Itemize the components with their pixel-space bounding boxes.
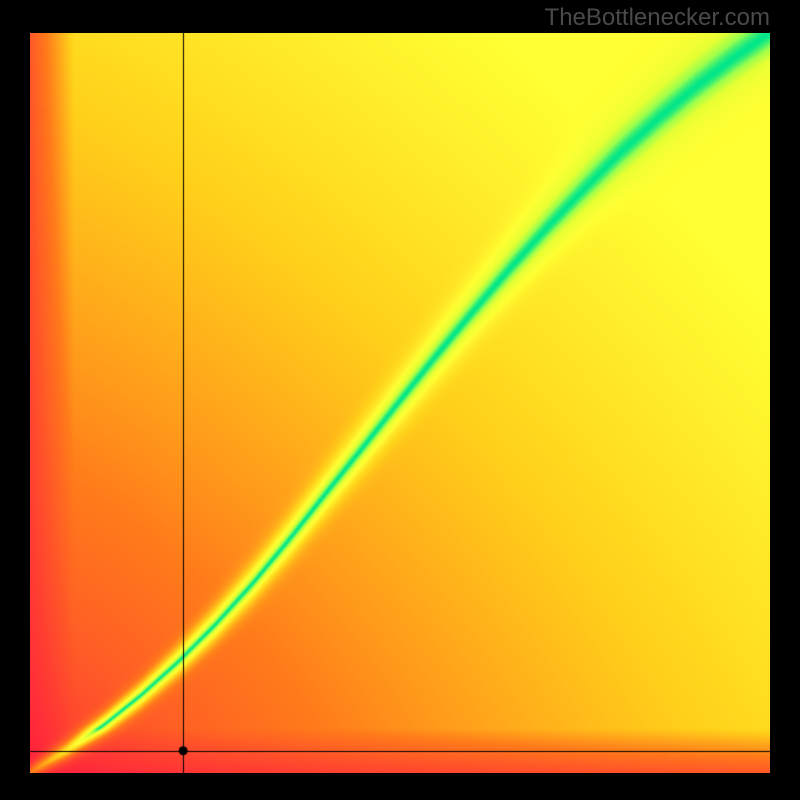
chart-container: TheBottlenecker.com (0, 0, 800, 800)
bottleneck-heatmap (30, 33, 770, 773)
watermark-text: TheBottlenecker.com (545, 4, 770, 32)
